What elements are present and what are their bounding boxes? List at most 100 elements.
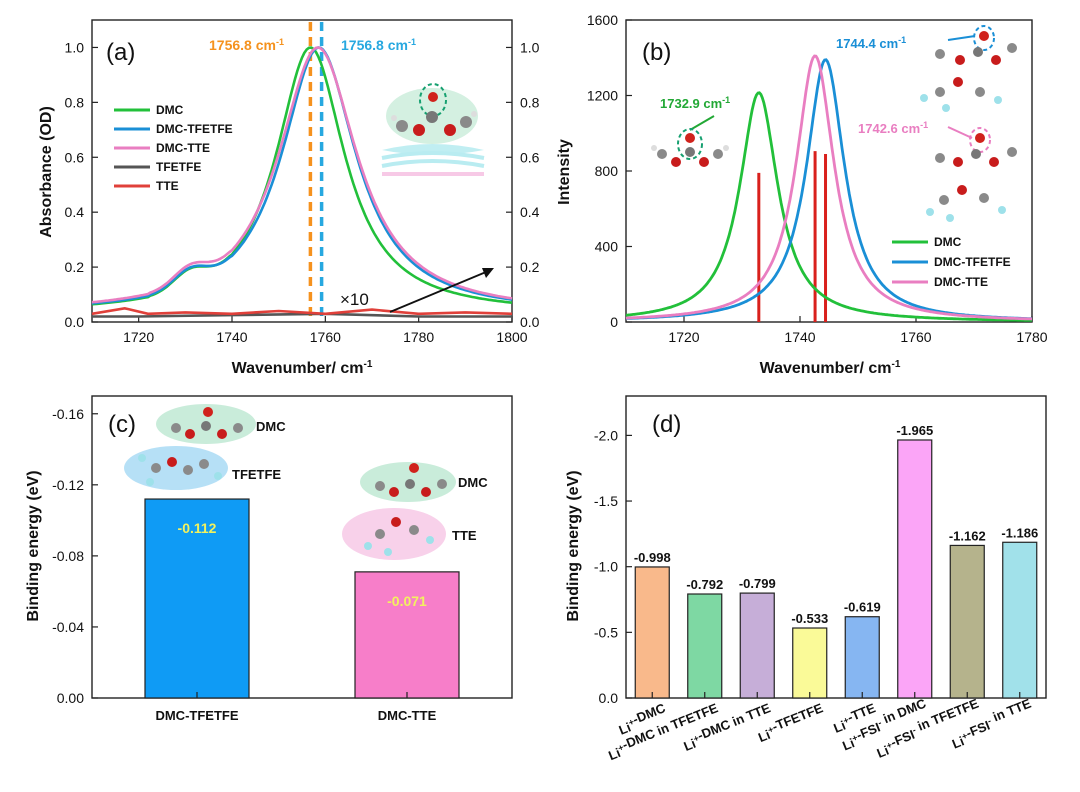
molecule-dmc-b [651, 128, 729, 167]
panel-d: 0.0-0.5-1.0-1.5-2.0 -0.998Li+-DMC-0.792L… [565, 395, 1047, 763]
panel-a-legend-label: DMC-TTE [156, 141, 210, 155]
panel-b-xtick-label: 1720 [668, 329, 699, 345]
molecule-inset-c1 [124, 404, 256, 490]
panel-a-ytick-label: 0.0 [65, 314, 85, 330]
molecule-inset-c2 [342, 462, 456, 560]
panel-a-xtick-label: 1760 [310, 329, 341, 345]
panel-b-ytick-label: 800 [595, 163, 619, 179]
panel-c-bar-value: -0.071 [387, 593, 427, 609]
panel-b-legend-label: DMC-TTE [934, 275, 988, 289]
molecule-label-dmc-1: DMC [256, 419, 286, 434]
panel-a-legend-label: DMC [156, 103, 184, 117]
panel-a-series-dmc-tfetfe [91, 46, 513, 305]
panel-a-ytick-label-right: 0.0 [520, 314, 540, 330]
panel-a-ytick-label: 0.4 [65, 204, 85, 220]
panel-b-xlabel: Wavenumber/ cm-1 [760, 359, 901, 377]
panel-a-xtick-label: 1780 [403, 329, 434, 345]
panel-b-xtick-label: 1760 [900, 329, 931, 345]
panel-a-ytick-label-right: 1.0 [520, 39, 540, 55]
panel-d-bar [634, 566, 670, 699]
panel-a-ytick-label: 0.2 [65, 259, 85, 275]
panel-a-ytick-label-right: 0.4 [520, 204, 540, 220]
panel-a-xtick-label: 1720 [123, 329, 154, 345]
panel-c-ytick-label: 0.00 [57, 690, 84, 706]
panel-c-ylabel: Binding energy (eV) [25, 470, 42, 621]
panel-d-bar [687, 593, 723, 699]
panel-b-legend-label: DMC [934, 235, 962, 249]
panel-d-bar-value: -0.998 [634, 550, 671, 565]
scale-arrowhead [482, 268, 494, 278]
panel-c-ytick-label: -0.08 [52, 548, 84, 564]
panel-b-series-dmc-tte [625, 54, 1033, 321]
panel-c-bar-value: -0.112 [178, 520, 217, 536]
panel-a-xtick-label: 1800 [496, 329, 527, 345]
panel-a-ytick-label: 1.0 [65, 39, 85, 55]
panel-d-ytick-label: -2.0 [594, 427, 618, 443]
panel-a-ytick-label: 0.6 [65, 149, 85, 165]
molecule-tfetfe-b [920, 25, 1017, 112]
panel-d-bar [897, 439, 933, 699]
panel-b-ytick-label: 0 [610, 314, 618, 330]
molecule-label-dmc-2: DMC [458, 475, 488, 490]
panel-a-letter: (a) [106, 39, 135, 66]
panel-a-ytick-label: 0.8 [65, 94, 85, 110]
molecule-label-tte: TTE [452, 528, 477, 543]
annotation-tte: 1742.6 cm-1 [858, 120, 928, 136]
panel-a-frame [91, 19, 513, 323]
panel-c-bar [144, 498, 250, 699]
panel-d-ylabel: Binding energy (eV) [565, 470, 582, 621]
panel-a-xlabel: Wavenumber/ cm-1 [232, 359, 373, 377]
panel-b-legend-label: DMC-TFETFE [934, 255, 1011, 269]
panel-d-bar [949, 544, 985, 699]
panel-a-ytick-label-right: 0.2 [520, 259, 540, 275]
panel-a-xtick-label: 1740 [216, 329, 247, 345]
panel-a-legend: DMC DMC-TFETFE DMC-TTE TFETFE TTE [114, 103, 233, 193]
panel-d-frame [625, 395, 1047, 699]
panel-a-legend-label: DMC-TFETFE [156, 122, 233, 136]
scale-arrow [389, 271, 487, 313]
panel-d-bar [792, 627, 828, 699]
panel-d-bar-value: -1.162 [949, 528, 986, 543]
panel-d-ytick-label: -1.0 [594, 559, 618, 575]
panel-a-ytick-label-right: 0.6 [520, 149, 540, 165]
peak-label-left: 1756.8 cm-1 [209, 37, 284, 53]
arrow-tte [947, 126, 973, 139]
panel-d-bar [844, 616, 880, 699]
molecule-tte-b [926, 127, 1017, 222]
panel-d-bar [1002, 541, 1038, 699]
panel-c-ytick-label: -0.04 [52, 619, 84, 635]
panel-d-ytick-label: 0.0 [599, 690, 619, 706]
panel-c-category-label: DMC-TFETFE [155, 708, 238, 723]
panel-b-ytick-label: 1600 [587, 12, 618, 28]
panel-c-bar [354, 571, 460, 699]
panel-b-xtick-label: 1740 [784, 329, 815, 345]
arrow-dmc [689, 115, 715, 131]
annotation-tfetfe: 1744.4 cm-1 [836, 35, 906, 51]
panel-c-frame [91, 395, 513, 699]
panel-d-category-label: Li+-FSI- in TFETFE [871, 695, 985, 760]
panel-d-bar-value: -0.792 [686, 577, 723, 592]
annotation-dmc: 1732.9 cm-1 [660, 95, 730, 111]
panel-b-letter: (b) [642, 39, 671, 66]
panel-b-legend: DMC DMC-TFETFE DMC-TTE [892, 235, 1011, 289]
panel-a-series-tfetfe [92, 312, 512, 318]
panel-d-letter: (d) [652, 411, 681, 438]
panel-d-bar-value: -0.533 [791, 611, 828, 626]
panel-b: 1720 1740 1760 1780 0 400 800 1200 1600 (b) 1732… [556, 12, 1048, 377]
panel-a-series-dmc-tte [91, 46, 513, 304]
panel-a-series-tte [91, 306, 513, 316]
panel-c-ytick-label: -0.12 [52, 477, 84, 493]
panel-d-bar-value: -0.619 [844, 600, 881, 615]
molecule-inset-a [381, 83, 485, 176]
panel-c-letter: (c) [108, 411, 136, 438]
panel-d-bar [739, 592, 775, 699]
panel-a-legend-label: TFETFE [156, 160, 201, 174]
panel-a-ytick-label-right: 0.8 [520, 94, 540, 110]
panel-d-bar-value: -0.799 [739, 576, 776, 591]
panel-b-ytick-label: 400 [595, 239, 619, 255]
panel-d-bar-value: -1.965 [896, 423, 933, 438]
panel-d-category-label: Li+-TFETFE [754, 700, 827, 745]
panel-b-series-dmc [625, 91, 1033, 322]
panel-d-bar-value: -1.186 [1001, 525, 1038, 540]
